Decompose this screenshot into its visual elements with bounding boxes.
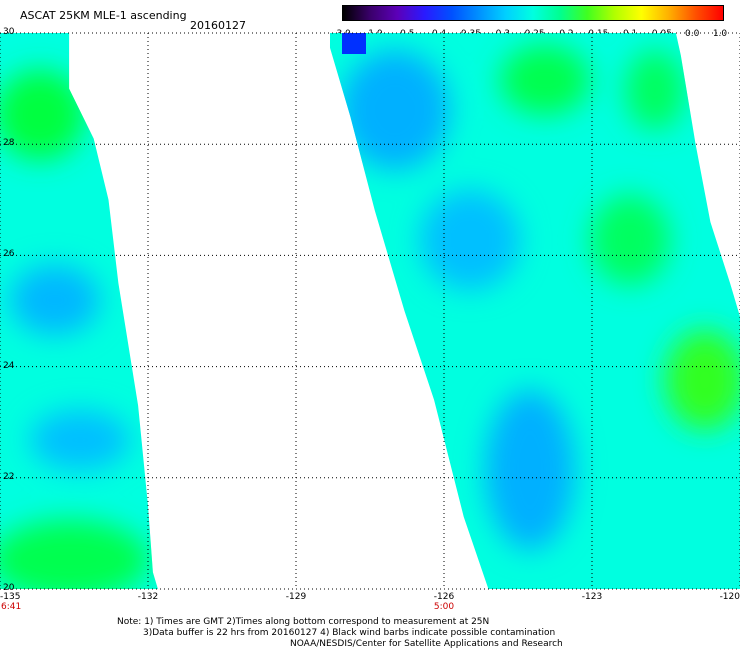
east-green-right: [665, 330, 740, 430]
east-blue-middle: [420, 190, 520, 290]
lat-tick-label-2: 26: [3, 249, 15, 260]
west-green-top: [0, 70, 85, 160]
east-dark-blue-corner: [342, 33, 366, 54]
west-green-bottom: [0, 520, 150, 589]
east-green-topright: [625, 50, 685, 130]
west-blue-patch-1: [10, 265, 100, 335]
colorbar-label-12: 1.0: [712, 29, 728, 39]
east-swath: [330, 33, 740, 589]
lon-tick-label-0: -135: [0, 592, 21, 602]
pass-time-label-0: 6:41: [1, 602, 22, 612]
west-swath: [0, 33, 158, 589]
note-line-3: NOAA/NESDIS/Center for Satellite Applica…: [290, 639, 563, 649]
west-blue-patch-2: [30, 410, 130, 470]
lat-tick-label-0: 30: [3, 27, 15, 37]
colorbar: [342, 5, 724, 21]
lon-tick-label-4: -123: [581, 592, 603, 602]
pass-time-label-1: 5:00: [433, 602, 455, 612]
lat-tick-label-5: 20: [3, 583, 15, 593]
graticule: [0, 32, 740, 590]
lon-tick-label-1: -132: [137, 592, 159, 602]
lon-tick-label-3: -126: [433, 592, 455, 602]
map-date: 20160127: [190, 19, 246, 32]
lat-tick-label-4: 22: [3, 471, 15, 482]
map-title: ASCAT 25KM MLE-1 ascending: [20, 9, 187, 22]
east-green-mid: [590, 195, 670, 285]
east-blue-lower: [485, 390, 575, 550]
lat-tick-label-3: 24: [3, 360, 15, 371]
lon-tick-label-2: -129: [285, 592, 307, 602]
colorbar-label-11: 0.0: [684, 29, 700, 39]
east-blue-topleft: [340, 50, 450, 170]
east-green-top: [500, 45, 590, 115]
lon-tick-label-5: -120: [719, 592, 740, 602]
note-line-1: Note: 1) Times are GMT 2)Times along bot…: [117, 617, 490, 627]
note-line-2: 3)Data buffer is 22 hrs from 20160127 4)…: [143, 628, 556, 638]
lat-tick-label-1: 28: [3, 138, 15, 149]
